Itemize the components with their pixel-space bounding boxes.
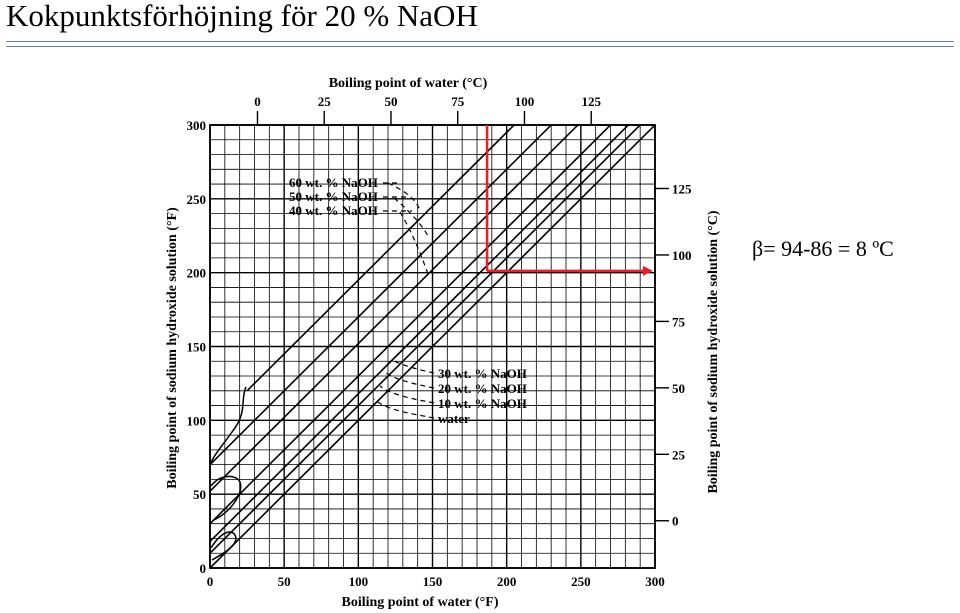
y-tick-label-5: 250 (187, 192, 207, 207)
y-tick-label-4: 200 (187, 266, 207, 281)
x-tick-label-0: 0 (207, 574, 214, 589)
x-axis-label: Boiling point of water (°F) (341, 595, 498, 610)
y2-axis-label: Boiling point of sodium hydroxide soluti… (706, 210, 721, 493)
x2-tick-label-1: 25 (318, 94, 332, 109)
leader-60 (387, 182, 421, 211)
y2-tick-label-1: 25 (672, 447, 686, 462)
y-axis-label: Boiling point of sodium hydroxide soluti… (165, 207, 180, 489)
legend-lower-leader-3 (373, 398, 435, 419)
y2-tick-label-5: 125 (672, 181, 692, 196)
y-tick-label-3: 150 (187, 340, 207, 355)
x-tick-label-1: 50 (278, 574, 291, 589)
series-line-4 (209, 124, 629, 542)
x2-axis-label: Boiling point of water (°C) (329, 76, 488, 91)
x2-tick-label-3: 75 (451, 94, 465, 109)
legend-upper-label-1: 50 wt. % NaOH (289, 189, 378, 204)
x-tick-label-3: 150 (423, 574, 443, 589)
legend-lower-label-0: 30 wt. % NaOH (438, 366, 527, 381)
boiling-point-rise-note: β= 94-86 = 8 ºC (752, 236, 894, 261)
legend-lower-label-3: water (438, 411, 470, 426)
annotation-arrowhead (643, 265, 653, 276)
y-tick-label-2: 100 (187, 413, 207, 428)
series-line-1 (209, 124, 552, 466)
x2-tick-label-2: 50 (384, 94, 397, 109)
x2-tick-label-4: 100 (515, 94, 535, 109)
x-tick-label-2: 100 (349, 574, 369, 589)
legend-lower-leader-1 (385, 372, 435, 389)
page-title: Kokpunktsförhöjning för 20 % NaOH (6, 0, 478, 33)
y-tick-label-1: 50 (193, 487, 206, 502)
curve-50-wt-start (210, 475, 242, 521)
x-tick-label-5: 250 (571, 574, 591, 589)
series-line-2 (209, 124, 579, 492)
title-divider (6, 41, 954, 47)
curve-40-wt-start (210, 531, 237, 561)
series-line-3 (209, 124, 612, 525)
legend-lower-label-2: 10 wt. % NaOH (438, 396, 527, 411)
legend-lower-leader-0 (391, 359, 435, 374)
legend-upper-label-2: 40 wt. % NaOH (289, 203, 378, 218)
curve-60-wt-start (210, 386, 247, 464)
y2-tick-label-3: 75 (672, 314, 686, 329)
y-tick-label-6: 300 (187, 118, 207, 133)
series-line-0 (246, 124, 515, 392)
legend-lower-leader-2 (379, 385, 435, 404)
series-line-5 (209, 124, 641, 554)
y2-tick-label-0: 0 (672, 514, 679, 529)
x-tick-label-6: 300 (645, 574, 665, 589)
legend-lower-label-1: 20 wt. % NaOH (438, 381, 527, 396)
legend-upper-label-0: 60 wt. % NaOH (289, 175, 378, 190)
series-line-6 (209, 124, 656, 569)
series-layer (209, 124, 656, 569)
x-tick-label-4: 200 (497, 574, 517, 589)
plot-frame (209, 124, 656, 569)
y2-tick-label-4: 100 (672, 248, 692, 263)
y-tick-label-0: 0 (200, 561, 207, 576)
y2-tick-label-2: 50 (672, 381, 685, 396)
x2-tick-label-5: 125 (581, 94, 601, 109)
leader-50 (393, 197, 429, 237)
x2-tick-label-0: 0 (254, 94, 261, 109)
annotation-layer (485, 125, 653, 276)
